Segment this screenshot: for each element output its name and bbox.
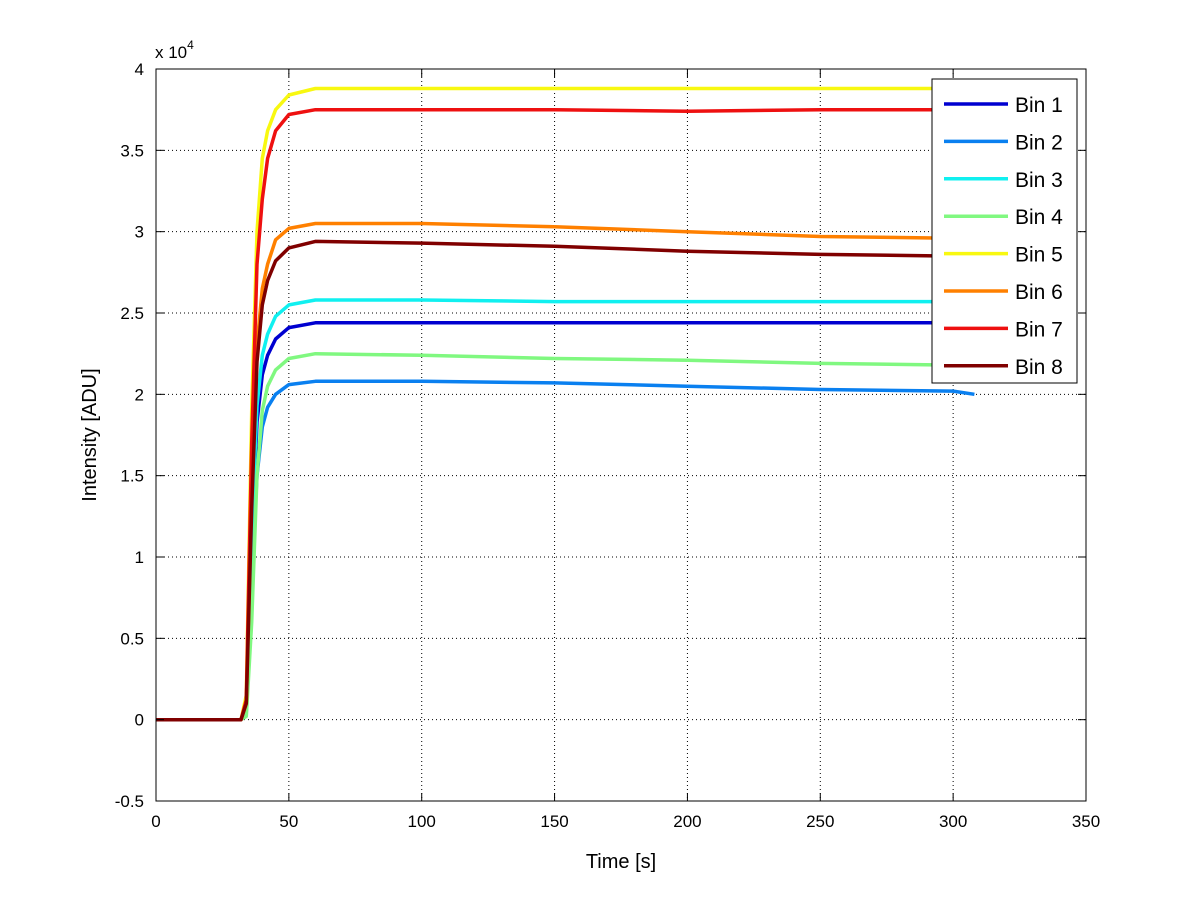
legend-label: Bin 4 <box>1015 206 1063 229</box>
legend-label: Bin 7 <box>1015 318 1063 341</box>
x-tick-label: 200 <box>673 812 701 831</box>
x-tick-label: 150 <box>540 812 568 831</box>
axes-box <box>155 68 1087 802</box>
y-tick-label: 3 <box>135 223 144 242</box>
legend-label: Bin 2 <box>1015 131 1063 154</box>
grid <box>156 69 1086 801</box>
legend-label: Bin 8 <box>1015 356 1063 379</box>
x-tick-label: 300 <box>939 812 967 831</box>
legend-label: Bin 5 <box>1015 244 1063 267</box>
series-line-bin-4 <box>156 351 975 722</box>
y-tick-label: 2 <box>135 385 144 404</box>
y-tick-label: 2.5 <box>120 304 144 323</box>
series-line-bin-8 <box>156 239 975 722</box>
y-tick-label: 1 <box>135 548 144 567</box>
y-tick-label: 1.5 <box>120 467 144 486</box>
legend-label: Bin 1 <box>1015 94 1063 117</box>
ticks: 0 50 100 150 200 250 300 350 -0.5 0 0.5 1 1.5 2 2.5 3 3.… <box>115 60 1100 831</box>
y-tick-label: 0 <box>135 711 144 730</box>
x-axis-label: Time [s] <box>586 851 656 873</box>
y-axis-label: Intensity [ADU] <box>79 368 101 501</box>
x-tick-label: 0 <box>151 812 160 831</box>
y-tick-label: -0.5 <box>115 792 144 811</box>
legend-box <box>931 78 1078 384</box>
x-tick-label: 250 <box>806 812 834 831</box>
series-lines <box>156 86 975 722</box>
y-multiplier: x 104 <box>155 38 194 62</box>
x-tick-label: 50 <box>279 812 298 831</box>
legend-label: Bin 3 <box>1015 169 1063 192</box>
legend-label: Bin 6 <box>1015 281 1063 304</box>
plot-area <box>156 69 1086 801</box>
x-tick-label: 100 <box>408 812 436 831</box>
legend: Bin 1 Bin 2 Bin 3 Bin 4 Bin 5 Bin 6 Bin 7 Bin 8 <box>931 78 1078 384</box>
x-tick-label: 350 <box>1072 812 1100 831</box>
y-tick-label: 0.5 <box>120 629 144 648</box>
y-tick-label: 4 <box>135 60 144 79</box>
y-tick-label: 3.5 <box>120 141 144 160</box>
